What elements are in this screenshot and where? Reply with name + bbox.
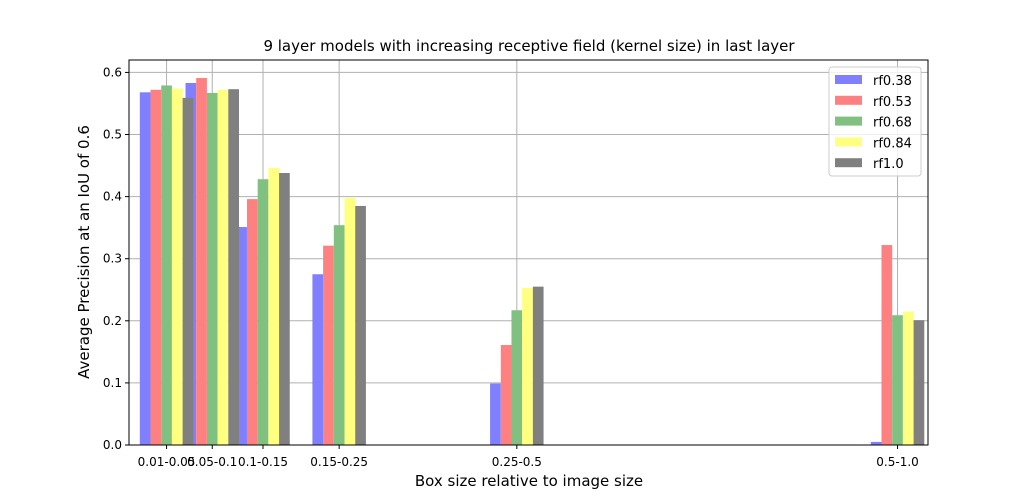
x-axis-ticks: 0.01-0.050.05-0.1 0.1-0.15 0.15-0.25 0.25-0… bbox=[138, 445, 919, 469]
legend-label: rf1.0 bbox=[873, 157, 904, 172]
bar-rf0.68 bbox=[161, 85, 172, 445]
legend-swatch-rf0.84 bbox=[835, 137, 862, 147]
bar-rf1.0 bbox=[279, 173, 290, 446]
legend-swatch-rf1.0 bbox=[835, 158, 862, 168]
bar-rf0.84 bbox=[522, 287, 533, 445]
bar-rf1.0 bbox=[913, 320, 925, 445]
bar-rf0.84 bbox=[268, 168, 280, 445]
bar-rf0.53 bbox=[323, 245, 334, 445]
legend-frame bbox=[828, 66, 922, 177]
x-tick-label: 0.1-0.15 bbox=[238, 455, 288, 469]
legend-swatch-rf0.68 bbox=[835, 116, 862, 126]
bar-rf0.53 bbox=[246, 199, 258, 445]
legend-label: rf0.53 bbox=[873, 95, 912, 110]
bar-rf0.38 bbox=[870, 441, 882, 445]
y-tick-label: 0.4 bbox=[103, 190, 122, 204]
bar-rf1.0 bbox=[182, 97, 194, 446]
bar-rf0.38 bbox=[139, 92, 151, 446]
bar-rf0.84 bbox=[217, 89, 229, 445]
bar-rf0.68 bbox=[892, 315, 903, 445]
bar-rf0.68 bbox=[257, 179, 269, 445]
bar-rf0.38 bbox=[490, 383, 501, 445]
bar-rf0.53 bbox=[881, 245, 893, 445]
x-tick-label: 0.01-0.05 bbox=[138, 455, 196, 469]
x-axis-title: Box size relative to image size bbox=[415, 472, 643, 490]
legend-swatch-rf0.53 bbox=[835, 95, 862, 105]
legend-label: rf0.68 bbox=[873, 116, 912, 131]
bar-rf1.0 bbox=[228, 89, 240, 445]
bar-rf1.0 bbox=[532, 286, 544, 445]
x-tick-label: 0.05-0.1 bbox=[187, 455, 237, 469]
bar-rf0.84 bbox=[902, 311, 914, 445]
y-tick-label: 0.3 bbox=[103, 252, 122, 266]
y-tick-label: 0.6 bbox=[103, 65, 122, 79]
x-tick-label: 0.5-1.0 bbox=[876, 455, 919, 469]
bar-rf0.53 bbox=[500, 345, 512, 445]
bar-rf1.0 bbox=[355, 205, 366, 445]
bar-rf0.84 bbox=[171, 88, 183, 445]
y-tick-label: 0.5 bbox=[103, 128, 122, 142]
bar-rf0.84 bbox=[344, 197, 356, 445]
legend-swatch-rf0.38 bbox=[835, 75, 862, 84]
x-tick-label: 0.25-0.5 bbox=[492, 455, 542, 469]
y-tick-label: 0.0 bbox=[103, 438, 122, 452]
bar-rf0.38 bbox=[312, 274, 324, 445]
y-axis-title: Average Precision at an IoU of 0.6 bbox=[75, 125, 93, 379]
bar-rf0.53 bbox=[150, 89, 162, 445]
bar-rf0.68 bbox=[206, 92, 218, 446]
legend: rf0.38 rf0.53 rf0.68 rf0.84 rf1.0 bbox=[828, 66, 922, 177]
legend-label: rf0.38 bbox=[873, 74, 912, 89]
y-tick-label: 0.1 bbox=[103, 376, 122, 390]
y-tick-label: 0.2 bbox=[103, 314, 122, 328]
bar-rf0.38 bbox=[236, 227, 247, 445]
legend-label: rf0.84 bbox=[873, 136, 912, 151]
bar-rf0.68 bbox=[511, 310, 523, 445]
bar-rf0.53 bbox=[196, 78, 207, 446]
y-axis-ticks: 0.0 0.1 0.2 0.3 0.4 0.5 0.6 bbox=[103, 65, 129, 452]
chart-title: 9 layer models with increasing receptive… bbox=[263, 37, 795, 55]
bars bbox=[139, 78, 925, 446]
x-tick-label: 0.15-0.25 bbox=[310, 455, 368, 469]
plot-frame bbox=[128, 59, 929, 446]
bar-rf0.68 bbox=[333, 225, 345, 445]
